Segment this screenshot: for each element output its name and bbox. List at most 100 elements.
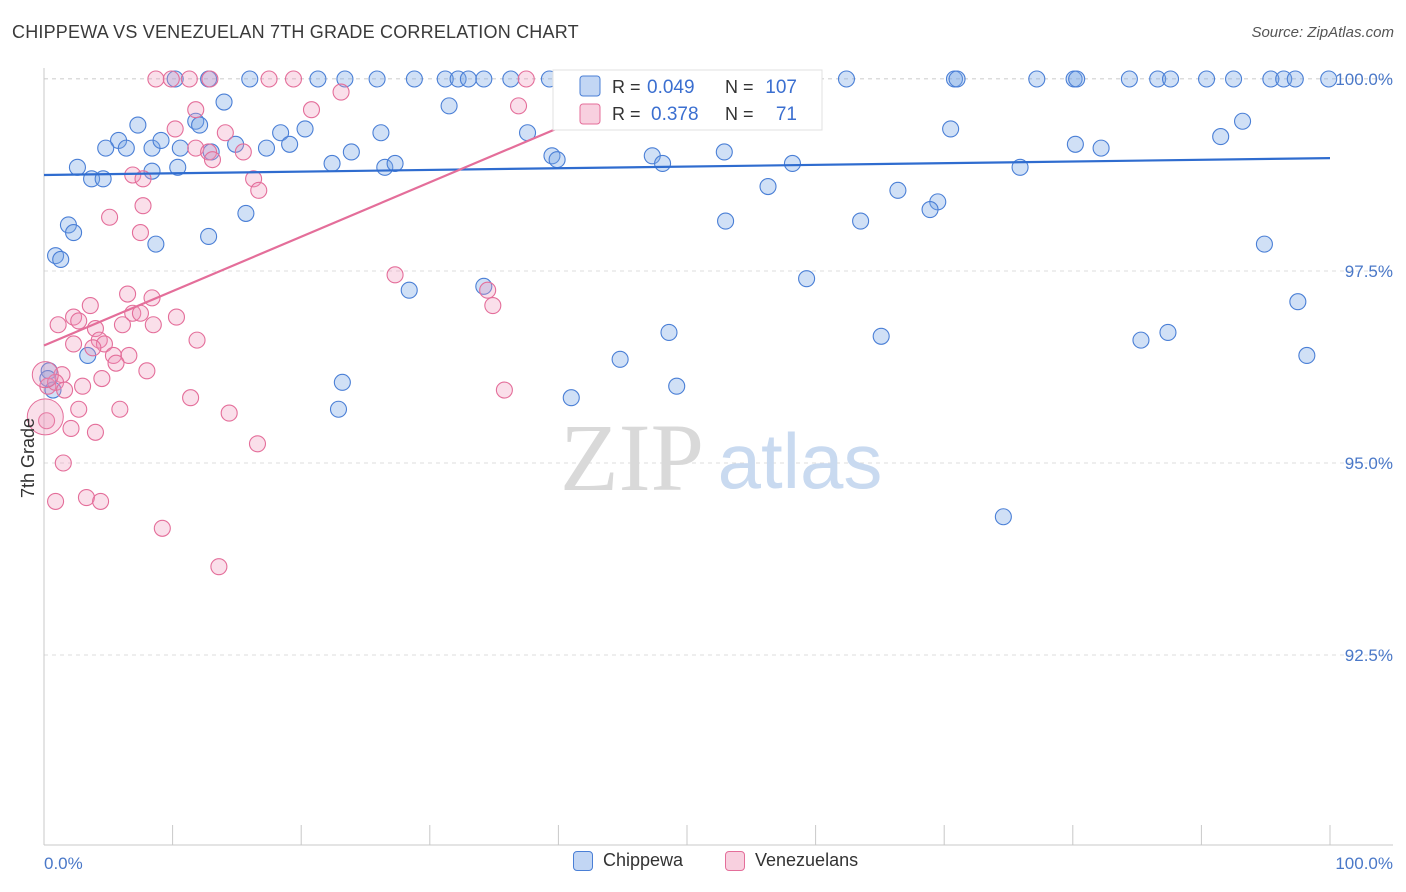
data-point xyxy=(386,266,404,284)
data-point xyxy=(837,70,856,88)
trend-line-chippewa xyxy=(43,157,1331,177)
data-point xyxy=(162,70,180,88)
stats-legend: R = 0.049 N = 107 R = 0.378 N = 71 xyxy=(552,69,823,131)
data-point xyxy=(284,70,303,88)
data-point xyxy=(152,131,170,149)
data-point xyxy=(368,70,386,88)
x-tick-label-max: 100.0% xyxy=(1335,854,1393,873)
data-point xyxy=(1225,70,1243,88)
y-tick-label: 100.0% xyxy=(1335,70,1393,89)
data-point xyxy=(54,454,72,472)
data-point xyxy=(1320,70,1338,88)
stats-n-value-pink: 71 xyxy=(776,104,797,125)
legend-swatch-blue xyxy=(579,75,601,97)
data-point xyxy=(47,492,65,510)
data-point xyxy=(479,281,497,299)
stats-n-label-pink: N = xyxy=(725,104,754,124)
data-point xyxy=(237,204,255,222)
data-point xyxy=(332,83,350,101)
stats-n-label-blue: N = xyxy=(725,77,754,97)
data-point xyxy=(248,435,267,453)
data-point xyxy=(386,154,404,173)
data-point xyxy=(166,120,184,138)
bottom-legend: Chippewa Venezuelans xyxy=(0,850,1406,878)
data-point xyxy=(495,381,513,399)
data-point xyxy=(372,124,390,142)
data-point xyxy=(113,316,131,334)
data-point xyxy=(921,201,939,219)
data-point xyxy=(92,492,110,510)
data-point xyxy=(400,281,418,299)
data-point xyxy=(484,297,502,315)
stats-r-label-blue: R = xyxy=(612,77,641,97)
axes xyxy=(43,68,1393,846)
data-point xyxy=(38,412,56,430)
legend-swatch-pink xyxy=(579,103,601,125)
legend-item-venezuelans: Venezuelans xyxy=(725,850,858,871)
data-point xyxy=(333,373,351,391)
data-point xyxy=(31,361,59,389)
y-tick-label: 97.5% xyxy=(1345,262,1393,281)
data-point xyxy=(241,70,259,88)
data-point xyxy=(502,70,520,88)
data-point xyxy=(182,389,200,407)
data-point xyxy=(101,208,119,226)
data-point xyxy=(111,400,129,418)
data-point xyxy=(81,297,99,315)
data-point xyxy=(323,154,341,173)
data-point xyxy=(93,369,111,388)
data-point xyxy=(200,143,218,161)
data-point xyxy=(1197,70,1216,88)
data-point xyxy=(281,135,299,153)
data-point xyxy=(405,70,423,88)
data-point xyxy=(562,389,580,407)
data-point xyxy=(459,70,477,88)
data-point xyxy=(117,139,135,157)
data-point xyxy=(62,419,80,437)
data-point xyxy=(187,139,205,157)
data-point xyxy=(440,97,458,115)
data-point xyxy=(191,116,209,134)
legend-swatch-venezuelans xyxy=(725,850,745,871)
data-point xyxy=(120,346,138,365)
data-point xyxy=(56,381,74,399)
data-point xyxy=(436,70,454,88)
data-point xyxy=(70,312,88,330)
data-point xyxy=(668,377,686,395)
y-axis-label: 7th Grade xyxy=(18,418,38,498)
data-point xyxy=(201,70,219,88)
data-point xyxy=(70,400,88,418)
data-point xyxy=(715,143,733,161)
data-point xyxy=(889,181,907,199)
source-attribution: Source: ZipAtlas.com xyxy=(1251,24,1394,41)
data-point xyxy=(1262,70,1280,88)
data-point xyxy=(798,270,816,288)
data-point xyxy=(783,154,802,173)
data-point xyxy=(1159,323,1177,341)
data-point xyxy=(210,558,228,576)
data-point xyxy=(1028,70,1046,88)
data-point xyxy=(49,316,67,334)
data-point xyxy=(449,70,467,88)
watermark: ZIP atlas xyxy=(560,404,882,511)
data-point xyxy=(260,70,278,88)
data-point xyxy=(138,362,156,380)
data-point xyxy=(948,70,966,88)
legend-item-chippewa: Chippewa xyxy=(573,850,683,871)
data-point xyxy=(654,154,672,173)
data-point xyxy=(1289,293,1307,311)
data-point xyxy=(68,158,86,176)
data-point xyxy=(872,327,890,345)
data-point xyxy=(1120,70,1138,88)
grid-lines xyxy=(44,78,1393,656)
data-point xyxy=(942,120,960,138)
data-point xyxy=(250,181,268,199)
data-point xyxy=(1255,235,1273,253)
data-point xyxy=(131,224,149,242)
data-point xyxy=(548,151,566,169)
data-point xyxy=(1066,135,1084,153)
data-point xyxy=(1286,70,1304,88)
data-point xyxy=(296,120,314,138)
data-point xyxy=(74,377,92,395)
data-point xyxy=(86,423,104,441)
